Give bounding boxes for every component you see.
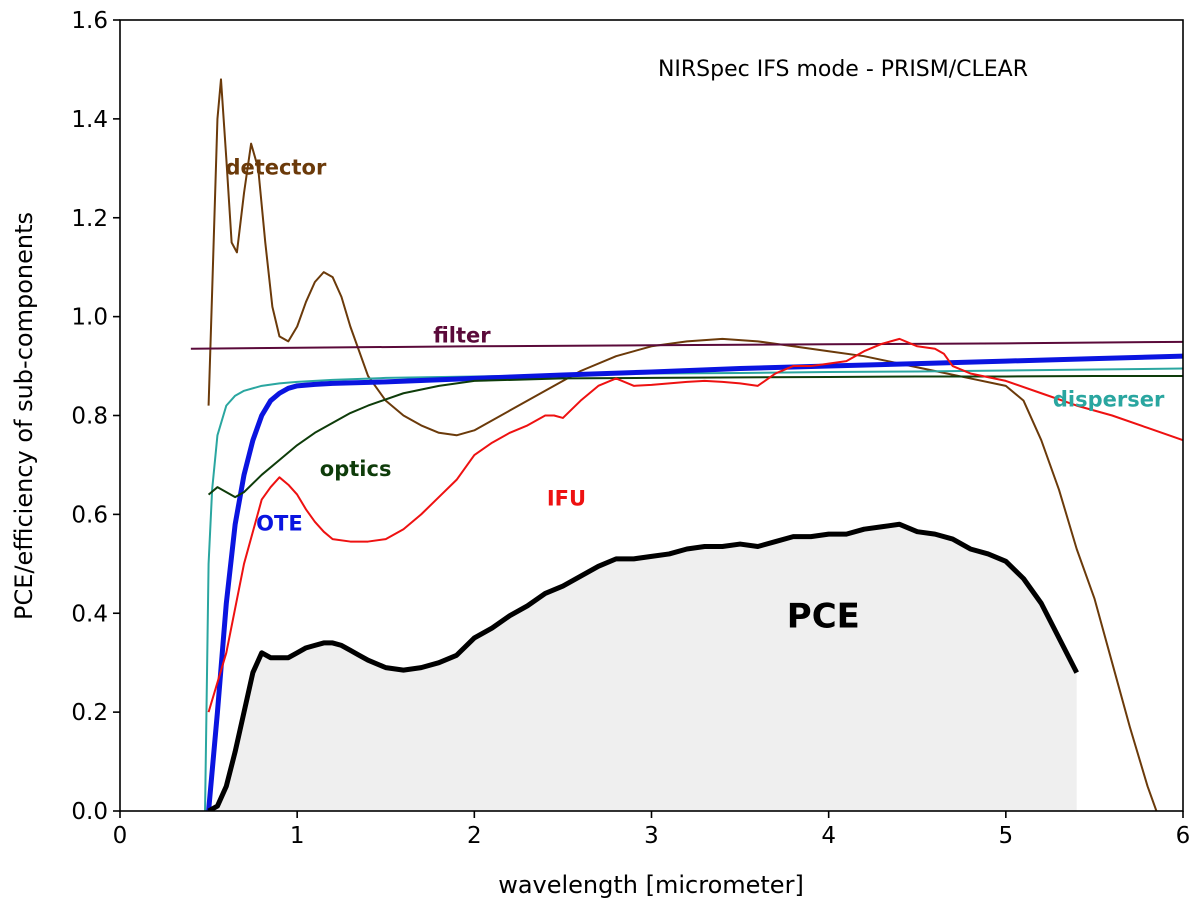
series-line-detector <box>207 78 1158 811</box>
series-layer <box>190 78 1183 811</box>
series-line-disperser <box>204 367 1183 811</box>
y-tick-label: 1.6 <box>71 8 108 34</box>
annotation-ote: OTE <box>256 511 303 535</box>
y-tick-label: 1.4 <box>71 107 108 133</box>
chart-title: NIRSpec IFS mode - PRISM/CLEAR <box>658 57 1028 82</box>
series-line-ote <box>206 353 1183 811</box>
annotation-pce: PCE <box>787 597 860 637</box>
annotation-layer: detector filter disperser optics IFU OTE PCE <box>225 155 1164 636</box>
x-tick-label: 3 <box>644 823 659 849</box>
x-tick-label: 6 <box>1176 823 1191 849</box>
x-tick-label: 5 <box>999 823 1014 849</box>
y-tick-label: 0.8 <box>71 404 108 430</box>
y-tick-label: 0.4 <box>71 601 108 627</box>
y-tick-label: 1.0 <box>71 305 108 331</box>
x-tick-label: 0 <box>113 823 128 849</box>
annotation-optics: optics <box>320 457 392 481</box>
y-tick-label: 0.6 <box>71 502 108 528</box>
annotation-disperser: disperser <box>1053 388 1165 412</box>
annotation-detector: detector <box>225 155 326 179</box>
annotation-ifu: IFU <box>547 487 586 511</box>
y-tick-label: 0.0 <box>71 799 108 825</box>
series-line-filter <box>190 340 1183 350</box>
y-axis-title: PCE/efficiency of sub-components <box>10 212 38 620</box>
series-line-ifu <box>207 337 1183 713</box>
series-line-pce <box>207 521 1079 811</box>
x-tick-label: 1 <box>290 823 305 849</box>
annotation-filter: filter <box>433 323 491 347</box>
x-tick-label: 2 <box>467 823 482 849</box>
y-tick-label: 0.2 <box>71 700 108 726</box>
x-axis-title: wavelength [micrometer] <box>498 871 804 899</box>
ticks-layer: 0 1 2 3 4 5 6 0.0 0.2 0.4 0.6 0.8 1.0 1.2 1.4 1.6 <box>71 8 1190 849</box>
x-tick-label: 4 <box>821 823 836 849</box>
series-line-optics <box>207 374 1183 499</box>
y-tick-label: 1.2 <box>71 206 108 232</box>
series-fill-pce <box>208 524 1077 811</box>
